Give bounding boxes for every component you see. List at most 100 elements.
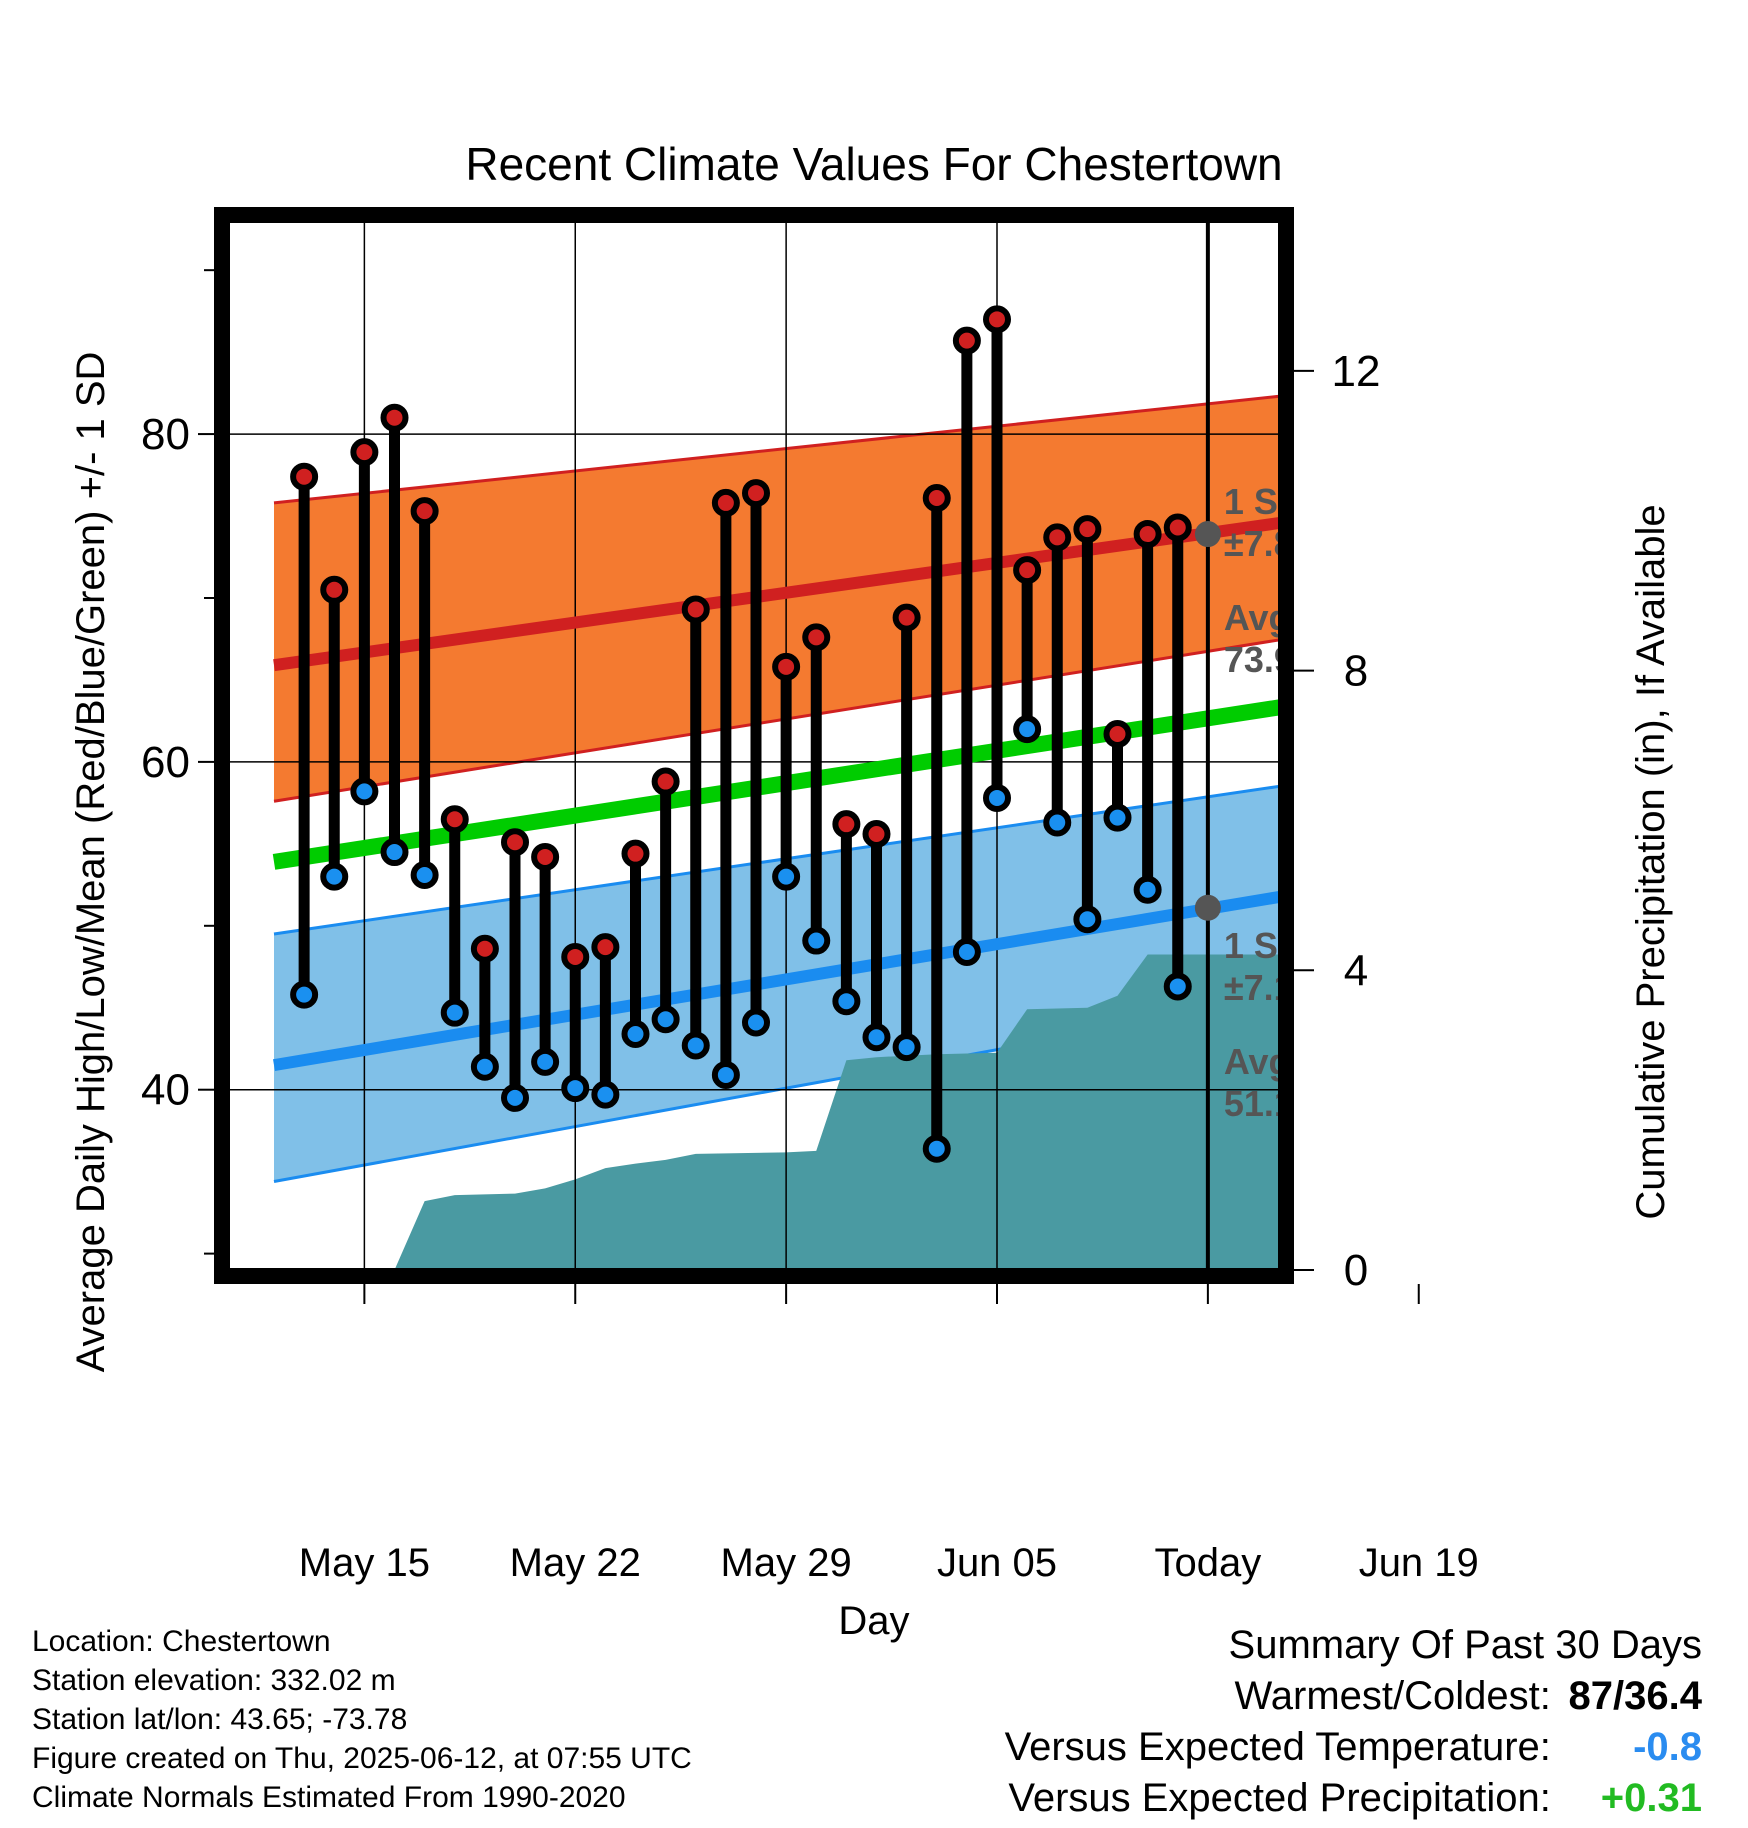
y2-tick-label: 4 (1344, 946, 1368, 995)
high-point (410, 497, 439, 526)
high-point (862, 820, 891, 849)
low-sd-value: ±7.1°F (1224, 967, 1330, 1008)
chart-title: Recent Climate Values For Chestertown (465, 138, 1282, 190)
x-tick-label: May 22 (510, 1541, 641, 1585)
high-point (621, 839, 650, 868)
high-avg-today-marker (1194, 521, 1221, 548)
low-point (531, 1047, 560, 1076)
summary-title: Summary Of Past 30 Days (1228, 1623, 1702, 1667)
low-point (621, 1019, 650, 1048)
elevation-text: Station elevation: 332.02 m (32, 1664, 396, 1697)
y-axis-label: Average Daily High/Low/Mean (Red/Blue/Gr… (69, 352, 113, 1373)
low-point (742, 1008, 770, 1037)
low-sd-label: 1 SD: (1224, 925, 1316, 966)
low-point (350, 777, 379, 806)
high-point (1013, 556, 1042, 585)
warmest-coldest-value: 87/36.4 (1568, 1674, 1702, 1718)
high-point (922, 484, 951, 513)
x-tick-label: Jun 19 (1359, 1541, 1479, 1585)
low-avg-today-marker (1194, 894, 1221, 921)
low-point (470, 1052, 499, 1081)
x-tick-label: Today (1155, 1541, 1262, 1585)
y-tick-label: 40 (141, 1066, 190, 1115)
x-tick-label: May 15 (299, 1541, 430, 1585)
low-point (561, 1074, 590, 1103)
y2-axis-label: Cumulative Precipitation (in), If Availa… (1629, 504, 1673, 1219)
normals-text: Climate Normals Estimated From 1990-2020 (32, 1781, 626, 1814)
high-point (952, 326, 981, 355)
low-point (711, 1060, 740, 1089)
high-point (651, 767, 680, 796)
high-point (501, 828, 529, 857)
summary-panel: Summary Of Past 30 Days Warmest/Coldest:… (1005, 1620, 1702, 1824)
high-point (1163, 513, 1192, 542)
x-axis-label: Day (838, 1599, 909, 1643)
high-point (772, 652, 801, 681)
high-point (350, 438, 379, 467)
high-point (380, 403, 409, 432)
window-days-number: 30 (1220, 1375, 1260, 1416)
high-point (320, 575, 349, 604)
high-sd-value: ±7.8°F (1224, 523, 1330, 564)
created-text: Figure created on Thu, 2025-06-12, at 07… (32, 1742, 692, 1775)
high-point (1073, 515, 1102, 544)
low-point (892, 1033, 921, 1062)
high-point (832, 810, 861, 839)
low-point (802, 926, 831, 955)
low-point (922, 1134, 951, 1163)
latlon-text: Station lat/lon: 43.65; -73.78 (32, 1703, 408, 1736)
expected-temp-value: -0.8 (1633, 1725, 1702, 1769)
expected-temp-row: Versus Expected Temperature: -0.8 (1005, 1722, 1702, 1773)
low-point (380, 838, 409, 867)
high-point (802, 623, 831, 652)
high-point (711, 488, 740, 517)
low-point (290, 980, 319, 1009)
low-point (501, 1083, 529, 1112)
high-point (440, 805, 469, 834)
high-point (531, 842, 560, 871)
warmest-coldest-label: Warmest/Coldest: (1234, 1674, 1551, 1718)
low-point (1103, 803, 1132, 832)
low-point (1043, 808, 1072, 837)
high-point (892, 603, 921, 632)
high-point (742, 479, 770, 508)
expected-precip-label: Versus Expected Precipitation: (1008, 1776, 1551, 1820)
high-point (1043, 523, 1072, 552)
y-tick-label: 80 (141, 410, 190, 459)
high-sd-label: 1 SD: (1224, 481, 1316, 522)
high-point (470, 934, 499, 963)
y-tick-label: 60 (141, 738, 190, 787)
low-point (983, 783, 1011, 812)
x-tick-label: Jun 05 (937, 1541, 1057, 1585)
low-avg-label: Avg: (1224, 1041, 1303, 1082)
low-point (1013, 715, 1042, 744)
y2-tick-label: 0 (1344, 1246, 1368, 1295)
low-point (1073, 905, 1102, 934)
station-info: Location: Chestertown Station elevation:… (32, 1622, 692, 1817)
low-point (1163, 972, 1192, 1001)
expected-precip-row: Versus Expected Precipitation: +0.31 (1005, 1773, 1702, 1824)
high-point (290, 462, 319, 491)
expected-precip-value: +0.31 (1600, 1776, 1702, 1820)
window-days-label: Days (1220, 1419, 1306, 1460)
low-point (862, 1023, 891, 1052)
expected-temp-label: Versus Expected Temperature: (1004, 1725, 1551, 1769)
location-text: Location: Chestertown (32, 1625, 331, 1658)
low-avg-value: 51.1°F (1224, 1083, 1330, 1124)
low-point (772, 862, 801, 891)
low-point (832, 987, 861, 1016)
y2-tick-label: 8 (1344, 647, 1368, 696)
y2-tick-label: 12 (1332, 347, 1381, 396)
low-point (651, 1005, 680, 1034)
warmest-coldest-row: Warmest/Coldest: 87/36.4 (1005, 1671, 1703, 1722)
high-point (1133, 520, 1162, 549)
high-avg-value: 73.9°F (1224, 639, 1330, 680)
high-point (983, 305, 1011, 334)
plot-frame (214, 207, 1294, 1284)
x-tick-label: May 29 (721, 1541, 852, 1585)
high-point (561, 942, 590, 971)
high-point (591, 933, 620, 962)
low-point (591, 1080, 620, 1109)
